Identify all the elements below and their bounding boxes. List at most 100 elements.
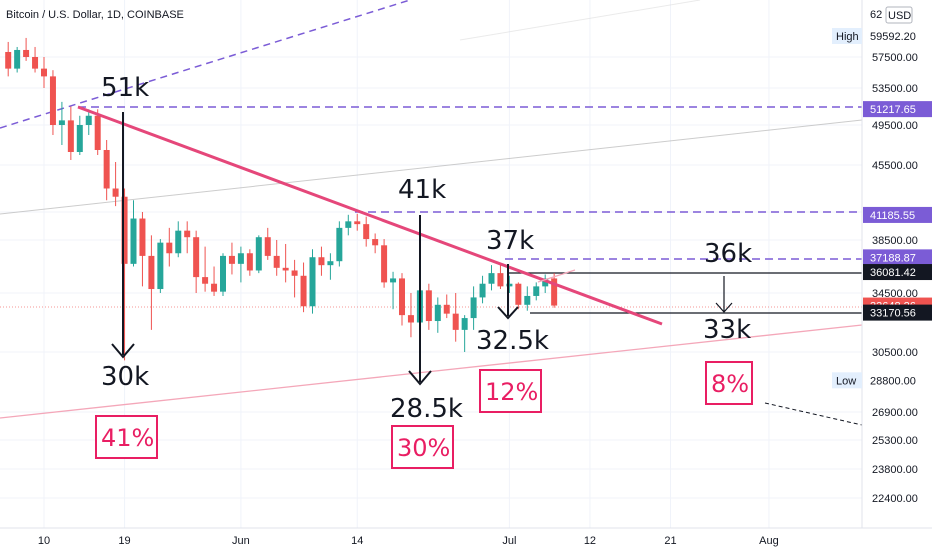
pct-box-30: [391, 425, 454, 469]
arrow-36k: [715, 276, 733, 313]
candle: [452, 293, 459, 342]
candle: [551, 273, 558, 308]
price-axis-label: 22400.00: [872, 493, 918, 505]
candle: [103, 140, 110, 201]
candle: [139, 212, 146, 287]
candle: [381, 239, 388, 288]
price-tag: 41185.55: [863, 206, 932, 223]
annotation-41k: 41k: [398, 175, 446, 205]
candle: [121, 188, 128, 361]
candle: [184, 221, 191, 254]
symbol-title: Bitcoin / U.S. Dollar, 1D, COINBASE: [6, 9, 184, 21]
candle: [425, 283, 432, 330]
candle: [255, 235, 262, 274]
candle: [318, 246, 325, 276]
candle: [363, 216, 370, 247]
candle: [94, 109, 101, 155]
candle: [85, 109, 92, 135]
pct-box-12: [479, 369, 542, 413]
svg-text:High: High: [836, 31, 859, 43]
candle: [273, 240, 280, 276]
candle: [354, 213, 361, 231]
annotation-28-5k: 28.5k: [390, 394, 463, 424]
upper-channel-extension: [459, 0, 701, 41]
price-axis-label: 30500.00: [872, 347, 918, 359]
currency-label: USD: [888, 10, 911, 22]
time-axis-label: 19: [118, 535, 130, 547]
candle: [470, 286, 477, 330]
price-axis: 57500.0053500.0049500.0045500.0041500.00…: [872, 52, 918, 505]
candle: [390, 271, 397, 310]
candle: [488, 265, 495, 291]
candle: [327, 253, 334, 280]
candle: [461, 315, 468, 352]
time-axis-label: Jul: [502, 535, 516, 547]
candle: [309, 249, 316, 314]
svg-text:51217.65: 51217.65: [870, 104, 916, 116]
price-axis-label: 34500.00: [872, 288, 918, 300]
price-tags: High 59592.20 51217.65 41185.55 37188.87 3608…: [832, 27, 932, 389]
candle: [211, 266, 218, 296]
candle: [228, 242, 235, 275]
candle: [166, 227, 173, 267]
time-axis-label: 10: [38, 535, 50, 547]
svg-text:28800.00: 28800.00: [870, 375, 916, 387]
annotation-37k: 37k: [486, 226, 534, 256]
price-axis-label: 26900.00: [872, 407, 918, 419]
annotation-33k: 33k: [703, 315, 751, 345]
candle: [58, 101, 65, 145]
candle: [67, 106, 74, 160]
price-axis-label: 23800.00: [872, 464, 918, 476]
price-tag: 36081.42: [863, 264, 932, 281]
candle: [497, 262, 504, 290]
arrow-41k: [408, 215, 432, 386]
candle: [533, 282, 540, 301]
pct-12: 12%: [485, 378, 538, 406]
candle: [291, 259, 298, 298]
projection-dashed: [764, 402, 863, 426]
annotation-30k: 30k: [101, 362, 149, 392]
candle: [399, 273, 405, 326]
short-trend-segment: [537, 269, 576, 283]
price-tag: 37188.87: [863, 249, 932, 266]
time-axis-label: 21: [664, 535, 676, 547]
time-axis: 10 19 Jun 14 Jul 12 21 Aug: [38, 535, 779, 547]
svg-text:59592.20: 59592.20: [870, 31, 916, 43]
svg-text:33170.56: 33170.56: [870, 308, 916, 320]
candle: [193, 230, 200, 293]
candle: [345, 214, 352, 236]
candle: [407, 293, 414, 338]
candle: [443, 294, 450, 319]
descending-trendline: [77, 105, 663, 326]
candle: [434, 297, 441, 333]
currency-button[interactable]: [885, 6, 913, 24]
price-axis-label: 25300.00: [872, 435, 918, 447]
candle: [515, 282, 522, 310]
candle: [112, 162, 119, 207]
candle: [479, 275, 486, 304]
candle: [14, 46, 21, 73]
arrow-51k: [111, 112, 135, 359]
time-axis-label: 12: [584, 535, 596, 547]
candle: [130, 200, 137, 267]
candle: [220, 253, 226, 296]
price-axis-label: 53500.00: [872, 83, 918, 95]
candle: [32, 46, 39, 73]
candle: [23, 37, 30, 61]
candle: [157, 239, 164, 293]
price-tag: Low 28800.00: [832, 372, 932, 389]
candle: [336, 221, 343, 267]
svg-text:36081.42: 36081.42: [870, 267, 916, 279]
pct-box-8: [705, 361, 753, 405]
time-axis-label: Jun: [232, 535, 250, 547]
candle: [524, 286, 531, 311]
svg-text:41185.55: 41185.55: [870, 210, 915, 222]
price-axis-label: 45500.00: [872, 160, 918, 172]
candle: [41, 57, 47, 88]
candle: [175, 221, 182, 258]
price-axis-label: 38500.00: [872, 235, 918, 247]
time-axis-label: Aug: [759, 535, 779, 547]
pct-8: 8%: [711, 370, 749, 398]
